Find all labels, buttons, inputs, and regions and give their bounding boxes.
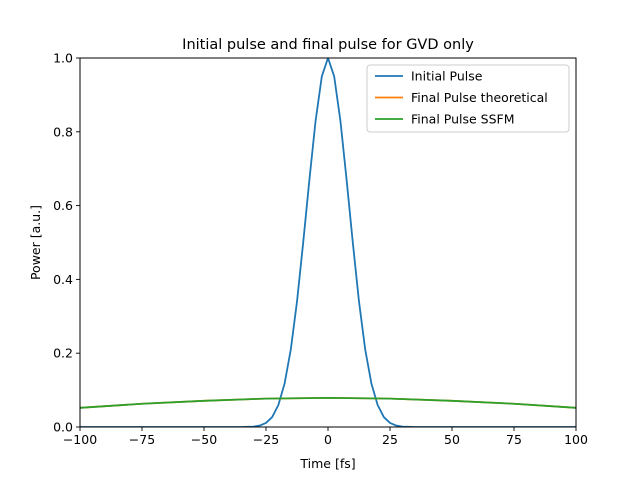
legend: Initial Pulse Final Pulse theoretical Fina…	[366, 64, 570, 133]
y-tick-label: 0.8	[53, 124, 73, 139]
x-axis-ticks: −100 −75 −50 −25 0 25 50 75 100	[63, 427, 588, 447]
chart-title: Initial pulse and final pulse for GVD on…	[182, 37, 474, 53]
legend-box	[366, 64, 570, 133]
x-axis-label: Time [fs]	[299, 456, 355, 471]
x-tick-label: −100	[63, 432, 97, 447]
x-tick-label: −75	[129, 432, 155, 447]
y-tick-label: 1.0	[53, 51, 73, 66]
y-axis-ticks: 0.0 0.2 0.4 0.6 0.8 1.0	[53, 51, 80, 435]
x-tick-label: 0	[324, 432, 332, 447]
x-tick-label: 25	[382, 432, 398, 447]
x-tick-label: 75	[506, 432, 522, 447]
y-axis-label: Power [a.u.]	[28, 205, 43, 280]
y-tick-label: 0.4	[53, 272, 73, 287]
y-tick-label: 0.2	[53, 346, 73, 361]
series-line-3	[80, 396, 576, 409]
y-tick-label: 0.0	[53, 420, 73, 435]
legend-label-3: Final Pulse SSFM	[411, 112, 515, 127]
series-lines	[80, 58, 576, 427]
x-tick-label: 100	[564, 432, 588, 447]
y-tick-label: 0.6	[53, 198, 73, 213]
x-tick-label: −25	[253, 432, 279, 447]
series-line-1	[80, 58, 576, 427]
legend-label-2: Final Pulse theoretical	[411, 90, 548, 105]
legend-label-1: Initial Pulse	[411, 69, 483, 84]
x-tick-label: 50	[444, 432, 460, 447]
x-tick-label: −50	[191, 432, 217, 447]
